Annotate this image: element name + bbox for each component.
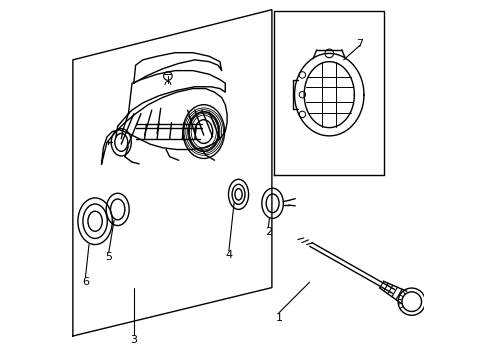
- Text: 1: 1: [275, 313, 283, 323]
- Text: 7: 7: [356, 39, 363, 49]
- Text: 5: 5: [105, 252, 112, 262]
- Text: 2: 2: [265, 227, 272, 237]
- Text: 3: 3: [130, 334, 137, 345]
- Text: 4: 4: [225, 250, 232, 260]
- Text: 6: 6: [82, 277, 89, 287]
